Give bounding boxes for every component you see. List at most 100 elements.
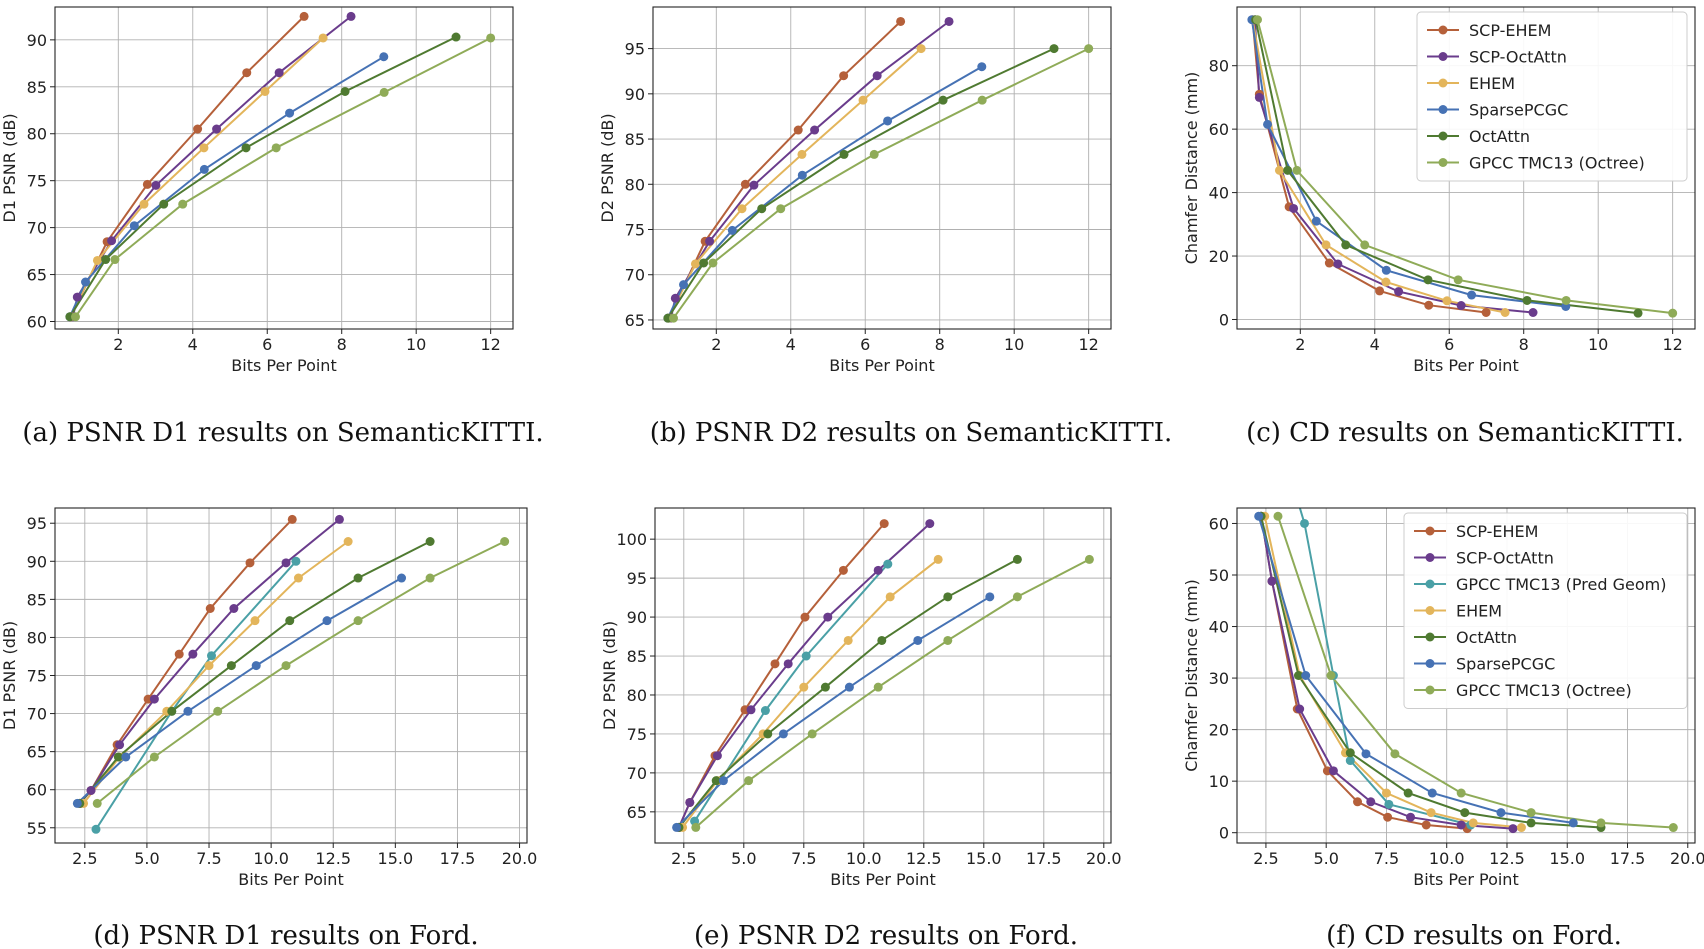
data-point bbox=[883, 116, 893, 126]
figure-caption: (b) PSNR D2 results on SemanticKITTI. bbox=[650, 418, 1173, 448]
data-point bbox=[318, 33, 328, 43]
y-tick-label: 85 bbox=[27, 78, 47, 97]
data-point bbox=[1360, 240, 1370, 250]
data-point bbox=[81, 277, 91, 287]
x-tick-label: 2.5 bbox=[671, 849, 696, 868]
y-tick-label: 65 bbox=[625, 311, 645, 330]
data-point bbox=[1453, 275, 1463, 285]
data-point bbox=[896, 16, 906, 26]
y-tick-label: 90 bbox=[27, 552, 47, 571]
data-point bbox=[746, 705, 756, 715]
x-axis-label: Bits Per Point bbox=[231, 356, 336, 375]
data-point bbox=[1283, 165, 1293, 175]
data-point bbox=[699, 258, 709, 268]
data-point bbox=[241, 143, 251, 153]
data-point bbox=[115, 740, 125, 750]
data-point bbox=[101, 255, 111, 265]
data-point bbox=[1383, 812, 1393, 822]
y-tick-label: 85 bbox=[27, 590, 47, 609]
data-point bbox=[1366, 797, 1376, 807]
marker-layer bbox=[672, 519, 1094, 832]
data-point bbox=[121, 752, 131, 762]
x-tick-label: 20.0 bbox=[1086, 849, 1122, 868]
y-tick-label: 95 bbox=[27, 514, 47, 533]
legend-label: GPCC TMC13 (Pred Geom) bbox=[1456, 575, 1666, 594]
x-tick-label: 17.5 bbox=[1610, 849, 1646, 868]
data-point bbox=[213, 706, 223, 716]
data-point bbox=[486, 33, 496, 43]
data-point bbox=[1423, 275, 1433, 285]
x-tick-label: 12.5 bbox=[315, 849, 351, 868]
data-point bbox=[1328, 766, 1338, 776]
data-point bbox=[690, 259, 700, 269]
data-point bbox=[843, 635, 853, 645]
data-point bbox=[672, 822, 682, 832]
legend-marker bbox=[1438, 158, 1448, 167]
x-tick-label: 2 bbox=[113, 335, 123, 354]
data-point bbox=[1384, 799, 1394, 809]
data-point bbox=[1421, 820, 1431, 830]
data-point bbox=[271, 143, 281, 153]
data-point bbox=[1467, 290, 1477, 300]
axes-frame bbox=[1236, 6, 1696, 330]
y-tick-label: 100 bbox=[616, 530, 647, 549]
x-tick-label: 10 bbox=[1004, 335, 1024, 354]
data-point bbox=[107, 236, 117, 246]
x-tick-label: 6 bbox=[262, 335, 272, 354]
y-tick-label: 30 bbox=[1209, 669, 1229, 688]
data-point bbox=[770, 659, 780, 669]
legend-marker bbox=[1438, 52, 1448, 61]
data-point bbox=[776, 204, 786, 214]
x-tick-label: 15.0 bbox=[378, 849, 414, 868]
legend-label: SCP-OctAttn bbox=[1456, 549, 1554, 568]
data-point bbox=[869, 149, 879, 159]
marker-layer bbox=[1254, 511, 1678, 834]
data-point bbox=[705, 236, 715, 246]
data-point bbox=[685, 797, 695, 807]
data-point bbox=[943, 635, 953, 645]
data-point bbox=[807, 729, 817, 739]
data-point bbox=[1084, 44, 1094, 54]
data-point bbox=[183, 706, 193, 716]
data-point bbox=[839, 71, 849, 81]
data-point bbox=[1561, 295, 1571, 305]
x-tick-label: 12 bbox=[1662, 335, 1682, 354]
data-point bbox=[159, 199, 169, 209]
series-line-sparsepcgc bbox=[68, 55, 385, 318]
x-tick-label: 10.0 bbox=[1429, 849, 1465, 868]
data-point bbox=[1333, 259, 1343, 269]
data-point bbox=[1508, 824, 1518, 834]
data-point bbox=[1381, 788, 1391, 798]
y-tick-label: 75 bbox=[627, 725, 647, 744]
legend-marker bbox=[1425, 659, 1435, 668]
legend-box bbox=[1416, 11, 1688, 182]
data-point bbox=[925, 519, 935, 529]
x-tick-label: 6 bbox=[1444, 335, 1454, 354]
data-point bbox=[708, 258, 718, 268]
data-point bbox=[1326, 671, 1336, 680]
legend-label: EHEM bbox=[1469, 74, 1515, 93]
figure-caption: (c) CD results on SemanticKITTI. bbox=[1246, 418, 1684, 448]
data-point bbox=[744, 776, 754, 786]
x-axis-label: Bits Per Point bbox=[830, 870, 935, 889]
data-point bbox=[1426, 808, 1436, 818]
data-point bbox=[913, 635, 923, 645]
data-point bbox=[281, 661, 291, 671]
data-point bbox=[1345, 748, 1355, 758]
data-point bbox=[1311, 216, 1321, 226]
data-point bbox=[142, 179, 152, 189]
data-point bbox=[174, 649, 184, 659]
data-point bbox=[944, 16, 954, 26]
data-point bbox=[1500, 308, 1510, 318]
legend-label: SparsePCGC bbox=[1469, 101, 1568, 120]
figure-caption: (a) PSNR D1 results on SemanticKITTI. bbox=[22, 418, 543, 448]
y-axis-label: Chamfer Distance (mm) bbox=[1182, 72, 1201, 265]
data-point bbox=[879, 519, 889, 529]
data-point bbox=[985, 592, 995, 602]
data-point bbox=[873, 565, 883, 575]
data-point bbox=[844, 682, 854, 692]
x-tick-label: 10 bbox=[406, 335, 426, 354]
y-tick-label: 65 bbox=[27, 266, 47, 285]
x-tick-label: 12.5 bbox=[1489, 849, 1525, 868]
data-point bbox=[1292, 165, 1302, 175]
